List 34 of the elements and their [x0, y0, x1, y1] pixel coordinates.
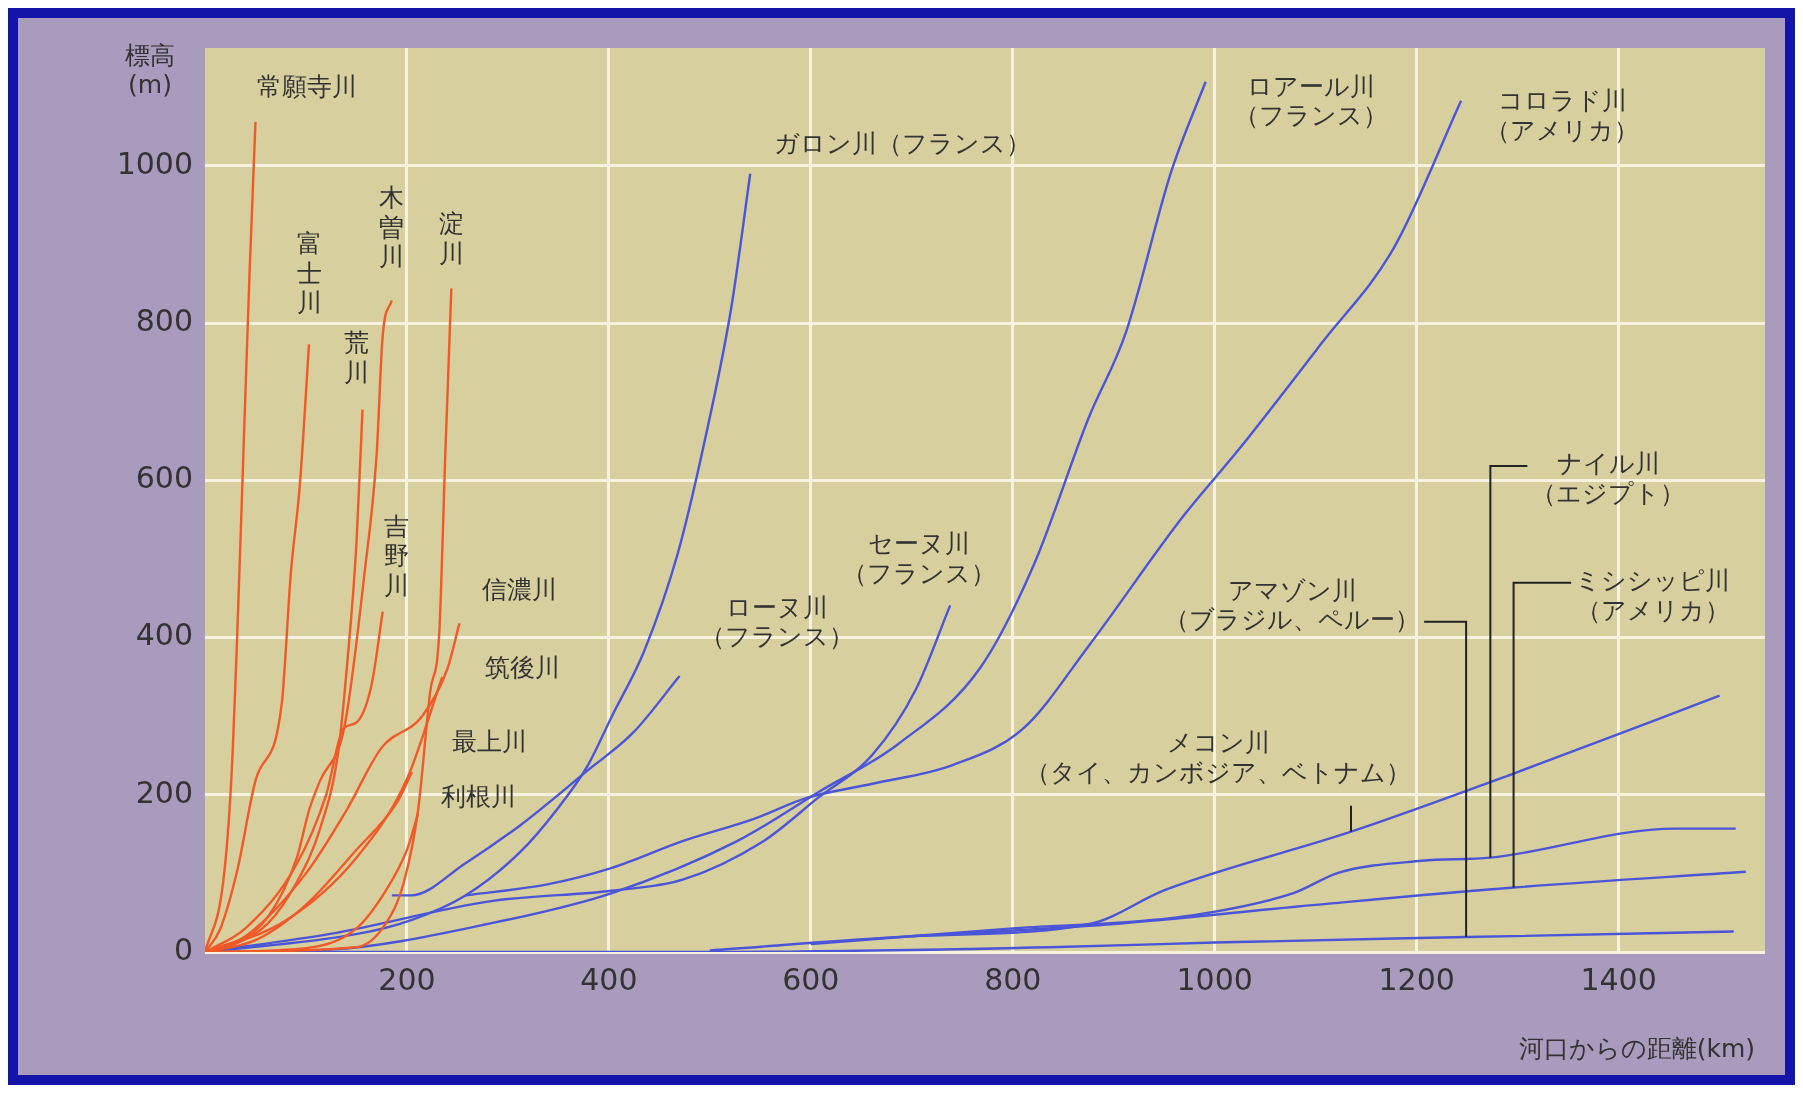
y-tick-label: 0	[173, 931, 193, 967]
x-tick-label: 1400	[1580, 961, 1657, 997]
y-tick-label: 200	[135, 774, 193, 810]
annotation: 荒川	[344, 328, 370, 387]
x-tick-label: 800	[984, 961, 1042, 997]
annotation: ガロン川（フランス）	[773, 129, 1031, 159]
y-tick-label: 400	[135, 617, 193, 653]
annotation: セーヌ川（フランス）	[842, 529, 997, 588]
y-tick-label: 800	[135, 302, 193, 338]
annotation: コロラド川（アメリカ）	[1485, 86, 1640, 145]
x-tick-label: 200	[378, 961, 436, 997]
annotation: 木曽川	[379, 183, 405, 272]
annotation: 信濃川	[481, 574, 557, 604]
annotation: 吉野川	[384, 511, 410, 600]
annotation: 筑後川	[484, 653, 560, 683]
annotation: 淀川	[438, 209, 464, 268]
y-tick-label: 600	[135, 460, 193, 496]
annotation: 利根川	[440, 782, 516, 812]
annotation: メコン川（タイ、カンボジア、ベトナム）	[1025, 728, 1412, 787]
x-tick-label: 1200	[1378, 961, 1455, 997]
y-axis-title: 標高 (m)	[125, 40, 175, 100]
x-tick-label: 600	[782, 961, 840, 997]
annotation: ロアール川（フランス）	[1233, 71, 1388, 131]
annotation: 常願寺川	[257, 72, 358, 102]
annotation: 最上川	[452, 727, 528, 757]
annotation: ナイル川（エジプト）	[1531, 449, 1686, 508]
annotation: ミシシッピ川（アメリカ）	[1575, 566, 1731, 625]
x-tick-label: 1000	[1176, 961, 1253, 997]
annotation: アマゾン川（ブラジル、ペルー）	[1164, 575, 1421, 635]
annotation: 富士川	[296, 229, 322, 318]
x-tick-label: 400	[580, 961, 638, 997]
y-tick-label: 1000	[116, 145, 193, 181]
x-axis-title: 河口からの距離(km)	[1518, 1033, 1755, 1063]
annotation: ローヌ川（フランス）	[699, 592, 854, 652]
